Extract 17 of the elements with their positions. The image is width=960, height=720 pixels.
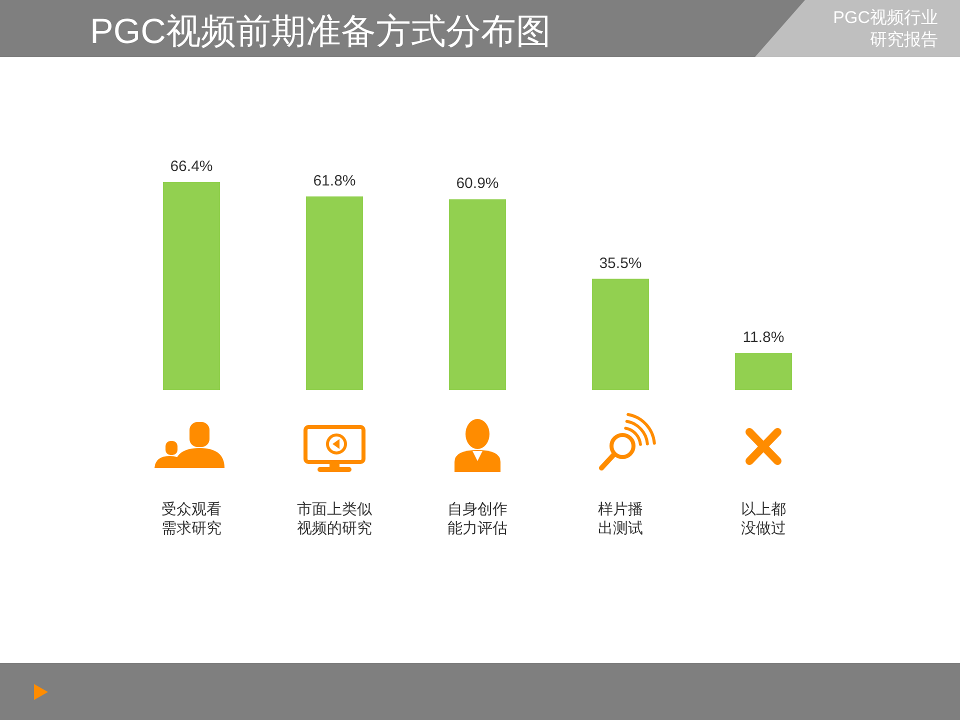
bar bbox=[163, 182, 220, 390]
data-label: 66.4% bbox=[170, 158, 213, 175]
x-tick-label: 受众观看需求研究 bbox=[162, 501, 222, 537]
x-tick-label: 自身创作能力评估 bbox=[448, 501, 508, 537]
data-label: 61.8% bbox=[313, 172, 356, 190]
data-label: 35.5% bbox=[599, 254, 642, 272]
data-label: 60.9% bbox=[456, 175, 499, 192]
bar bbox=[592, 278, 649, 390]
bar bbox=[449, 199, 506, 390]
bar bbox=[306, 196, 363, 390]
x-tick-label: 以上都没做过 bbox=[741, 501, 786, 537]
chart-title: PGC视频前期准备方式分布图 bbox=[90, 12, 551, 51]
data-label: 11.8% bbox=[742, 329, 784, 346]
text: PGC视频行业研究报告 bbox=[833, 8, 938, 49]
x-tick-label: 市面上类似视频的研究 bbox=[297, 501, 372, 537]
bar bbox=[735, 353, 792, 390]
x-tick-label: 样片播出测试 bbox=[598, 501, 643, 537]
